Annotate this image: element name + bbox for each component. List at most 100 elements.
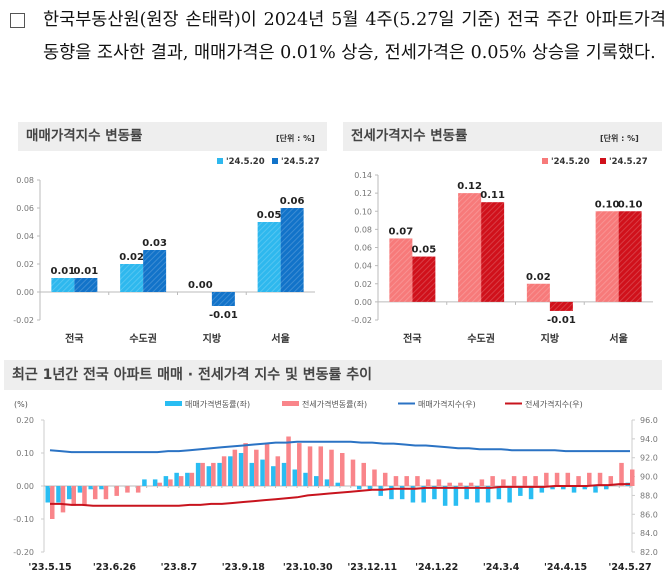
bar-24527 — [280, 208, 304, 292]
data-label: 0.07 — [389, 226, 414, 237]
trend-chart: (%) 매매가격변동률(좌) 전세가격변동률(좌) 매매가격지수(우) 전세가격지수(우… — [13, 399, 658, 573]
data-label: 0.02 — [119, 252, 144, 263]
sale-change-bar — [142, 479, 147, 486]
jeonse-change-bar — [619, 462, 624, 486]
jeonse-change-bar — [501, 479, 506, 486]
legend-label-1: 전세가격변동률(좌) — [302, 399, 367, 409]
sale-change-bar — [464, 486, 469, 500]
sale-change-bar — [88, 486, 93, 490]
legend-label-0: '24.5.20 — [226, 157, 265, 167]
jeonse-index-line — [50, 483, 630, 507]
right-tick-label: 94.0 — [640, 435, 658, 444]
jeonse-change-bar — [232, 449, 238, 486]
left-tick-label: -0.20 — [13, 548, 34, 557]
bar-24520 — [526, 283, 550, 302]
sale-change-bar — [174, 472, 179, 486]
sale-change-bar — [335, 482, 340, 486]
right-tick-label: 82.0 — [640, 548, 658, 557]
data-label: 0.02 — [526, 272, 551, 283]
sale-change-bar — [260, 459, 265, 486]
legend-swatch-0 — [542, 158, 548, 164]
x-tick-label: '24.1.22 — [415, 562, 458, 573]
jeonse-change-bar — [382, 472, 388, 486]
left-tick-label: 0.10 — [16, 449, 34, 458]
sale-change-chart: '24.5.20 '24.5.27 -0.02 0.00 0.02 0.04 0.06 0.0… — [13, 157, 320, 345]
sale-change-bar — [367, 486, 373, 490]
jeonse-change-bar — [608, 476, 614, 486]
intro-paragraph: 한국부동산원(원장 손태락)이 2024년 5월 4주(5.27일 기준) 전국… — [10, 4, 666, 70]
y-tick-label: 0.06 — [354, 244, 372, 253]
y-tick-label: 0.10 — [354, 207, 372, 216]
jeonse-change-bar — [587, 472, 592, 486]
sale-change-bar — [314, 476, 319, 486]
data-label: 0.06 — [280, 196, 305, 207]
jeonse-change-bar — [168, 479, 173, 486]
sale-change-bar — [507, 486, 512, 503]
jeonse-change-bar — [329, 449, 334, 486]
jeonse-change-bar — [393, 476, 399, 486]
jeonse-change-bar — [135, 486, 141, 493]
data-label: 0.10 — [618, 199, 643, 210]
data-label: 0.11 — [480, 190, 505, 201]
bar-24520 — [257, 222, 281, 292]
data-label: -0.01 — [209, 310, 238, 321]
sale-change-bar — [582, 486, 588, 490]
left-axis-unit: (%) — [14, 400, 28, 409]
data-label: -0.01 — [547, 315, 576, 326]
category-label: 수도권 — [467, 333, 495, 345]
jeonse-change-bar — [544, 472, 549, 486]
sale-chart-title-text: 매매가격지수 변동률 — [26, 128, 143, 144]
jeonse-change-bar — [264, 443, 270, 486]
category-label: 전국 — [65, 332, 83, 345]
bar-24520 — [51, 278, 75, 292]
category-label: 지방 — [541, 332, 560, 345]
jeonse-change-bar — [404, 476, 409, 486]
sale-unit-label: [단위 : %] — [276, 134, 315, 143]
empty-square-icon — [10, 13, 25, 28]
jeonse-change-bar — [189, 472, 195, 486]
sale-change-bar — [453, 486, 459, 506]
jeonse-change-bar — [597, 472, 603, 486]
y-tick-label: 0.08 — [16, 176, 34, 185]
sale-change-bar — [389, 486, 394, 500]
sale-change-bar — [206, 466, 212, 486]
right-tick-label: 92.0 — [640, 454, 658, 463]
category-label: 서울 — [271, 332, 289, 345]
sale-change-bar — [550, 486, 555, 490]
legend-label-2: 매매가격지수(우) — [418, 399, 476, 409]
data-label: 0.05 — [412, 245, 437, 256]
bar-24527 — [618, 211, 642, 302]
sale-change-bar — [45, 486, 50, 503]
sale-change-bar — [152, 479, 158, 486]
jeonse-change-bar — [221, 456, 227, 486]
sale-chart-title: 매매가격지수 변동률 — [18, 122, 327, 151]
y-tick-label: 0.02 — [16, 260, 34, 269]
jeonse-change-bar — [361, 462, 366, 486]
x-tick-label: '23.10.30 — [283, 562, 333, 573]
sale-change-bar — [410, 486, 416, 503]
x-tick-label: '24.3.4 — [483, 562, 520, 573]
jeonse-change-bar — [211, 462, 216, 486]
trend-chart-title: 최근 1년간 전국 아파트 매매 · 전세가격 지수 및 변동률 추이 — [4, 360, 662, 390]
sale-change-bar — [228, 456, 233, 486]
jeonse-change-bar — [60, 486, 66, 513]
sale-change-bar — [378, 486, 383, 496]
y-tick-label: 0.08 — [354, 225, 372, 234]
bar-24527 — [549, 301, 573, 311]
bar-24520 — [389, 238, 413, 302]
sale-change-bar — [324, 479, 330, 486]
legend-label-0: 매매가격변동률(좌) — [185, 399, 250, 409]
sale-change-bar — [571, 486, 577, 493]
jeonse-change-bar — [468, 482, 474, 486]
jeonse-change-bar — [458, 482, 463, 486]
left-tick-label: -0.10 — [13, 515, 34, 524]
y-tick-label: 0.12 — [354, 189, 372, 198]
jeonse-change-bar — [200, 462, 205, 486]
jeonse-change-bar — [576, 476, 581, 486]
jeonse-change-bar — [436, 479, 442, 486]
bar-24527 — [481, 202, 505, 302]
jeonse-change-chart: '24.5.20 '24.5.27 -0.02 0.00 0.02 0.04 0.06 0.0… — [351, 157, 653, 345]
legend-label-1: '24.5.27 — [281, 157, 320, 167]
y-tick-label: 0.00 — [16, 288, 34, 297]
sale-change-bar — [539, 486, 545, 493]
